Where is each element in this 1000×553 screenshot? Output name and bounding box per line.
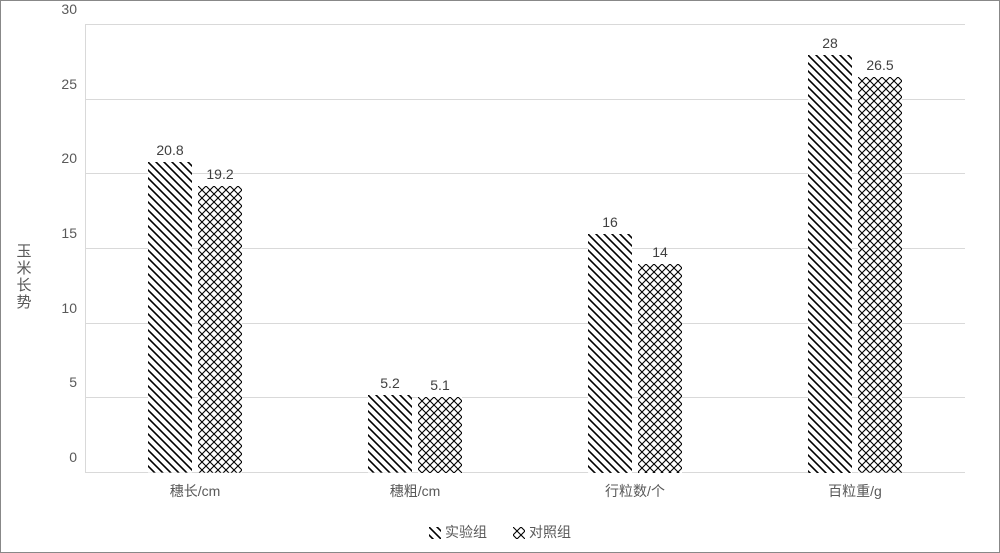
y-axis-label: 玉米长势 xyxy=(13,243,34,311)
bar: 16 xyxy=(588,234,632,473)
legend-item-series-0: 实验组 xyxy=(429,522,487,542)
plot-area: 051015202530穗长/cm20.819.2穗粗/cm5.25.1行粒数/… xyxy=(85,25,965,473)
y-tick-label: 25 xyxy=(47,76,77,92)
y-tick-label: 10 xyxy=(47,300,77,316)
y-tick-label: 20 xyxy=(47,150,77,166)
legend-label-1: 对照组 xyxy=(529,522,571,542)
chart-container: 玉米长势 051015202530穗长/cm20.819.2穗粗/cm5.25.… xyxy=(0,0,1000,553)
bar-value-label: 5.2 xyxy=(380,375,399,395)
legend-swatch-crosshatch-icon xyxy=(513,526,525,538)
y-tick-label: 0 xyxy=(47,449,77,465)
legend-item-series-1: 对照组 xyxy=(513,522,571,542)
bar: 5.1 xyxy=(418,397,462,473)
bar: 26.5 xyxy=(858,77,902,473)
bar-value-label: 26.5 xyxy=(866,57,893,77)
bar-value-label: 20.8 xyxy=(156,142,183,162)
bar-group: 穗粗/cm5.25.1 xyxy=(305,25,525,473)
x-tick-label: 穗长/cm xyxy=(170,473,221,501)
legend-label-0: 实验组 xyxy=(445,522,487,542)
x-tick-label: 百粒重/g xyxy=(828,473,882,501)
x-tick-label: 行粒数/个 xyxy=(605,473,665,501)
bar: 20.8 xyxy=(148,162,192,473)
bar-value-label: 16 xyxy=(602,214,618,234)
bar-group: 行粒数/个1614 xyxy=(525,25,745,473)
x-tick-label: 穗粗/cm xyxy=(390,473,441,501)
bar-group: 穗长/cm20.819.2 xyxy=(85,25,305,473)
legend: 实验组 对照组 xyxy=(429,522,571,542)
bar-value-label: 14 xyxy=(652,244,668,264)
bar-value-label: 5.1 xyxy=(430,377,449,397)
y-tick-label: 30 xyxy=(47,1,77,17)
legend-swatch-diagonal-icon xyxy=(429,526,441,538)
bar: 14 xyxy=(638,264,682,473)
y-tick-label: 5 xyxy=(47,374,77,390)
bar: 28 xyxy=(808,55,852,473)
bar: 5.2 xyxy=(368,395,412,473)
bar-group: 百粒重/g2826.5 xyxy=(745,25,965,473)
y-tick-label: 15 xyxy=(47,225,77,241)
bar-value-label: 28 xyxy=(822,35,838,55)
bar: 19.2 xyxy=(198,186,242,473)
chart-inner: 玉米长势 051015202530穗长/cm20.819.2穗粗/cm5.25.… xyxy=(5,5,995,548)
bar-value-label: 19.2 xyxy=(206,166,233,186)
